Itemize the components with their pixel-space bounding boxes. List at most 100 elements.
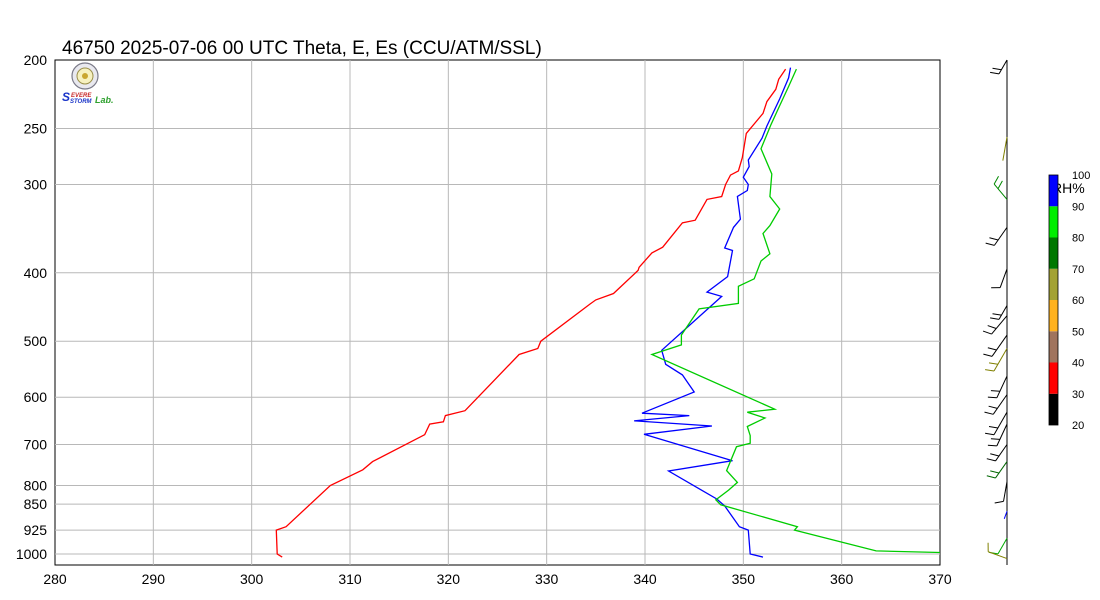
wind-barb [991, 315, 1008, 335]
wind-barb [988, 551, 1008, 560]
colorbar-tick-label: 20 [1072, 420, 1084, 432]
series-line-1 [634, 67, 792, 558]
wind-barb [997, 538, 1008, 555]
y-tick-label: 925 [24, 522, 48, 538]
wind-barb-feather [987, 444, 997, 447]
x-tick-label: 300 [240, 571, 264, 587]
colorbar-segment [1049, 206, 1058, 238]
wind-barb [995, 444, 1008, 462]
x-tick-label: 340 [633, 571, 657, 587]
wind-barb-column [982, 59, 1008, 565]
wind-barb-feather [990, 71, 1000, 75]
x-tick-label: 320 [437, 571, 461, 587]
colorbar-tick-label: 70 [1072, 264, 1084, 276]
wind-barb [995, 461, 1008, 479]
logo-wordmark-storm: STORM [70, 99, 93, 105]
wind-barb-feather [988, 405, 998, 409]
wind-barb-feather [990, 438, 1000, 440]
y-tick-label: 300 [24, 176, 48, 192]
colorbar-label: RH% [1052, 180, 1085, 196]
plot-frame [54, 59, 941, 566]
colorbar-tick-label: 30 [1072, 389, 1084, 401]
grid-lines [55, 60, 940, 565]
y-tick-label: 800 [24, 478, 48, 494]
wind-barb-feather [990, 470, 1000, 474]
wind-barb-feather [992, 67, 1002, 71]
wind-barb [992, 394, 1008, 415]
colorbar-tick-label: 40 [1072, 358, 1084, 370]
wind-barb [1003, 481, 1008, 502]
y-tick-label: 250 [24, 120, 48, 136]
colorbar-segment [1049, 362, 1058, 394]
wind-barb [999, 268, 1008, 288]
logo-wordmark-severe: S [62, 90, 70, 104]
wind-barb [998, 305, 1008, 320]
lab-logo: S EVERE STORM Lab. [62, 62, 114, 105]
x-tick-label: 350 [732, 571, 756, 587]
wind-barb-feather [984, 411, 994, 415]
wind-barb [1002, 136, 1008, 161]
y-tick-label: 200 [24, 52, 48, 68]
wind-barb-feather [993, 176, 999, 185]
y-tick-label: 600 [24, 389, 48, 405]
wind-barb-feather [987, 396, 997, 399]
y-tick-label: 500 [24, 333, 48, 349]
colorbar-tick-label: 80 [1072, 233, 1084, 245]
logo-wordmark-lab: Lab. [95, 95, 114, 105]
wind-barb [996, 423, 1008, 447]
wind-barb [998, 59, 1008, 75]
wind-barb [991, 334, 1008, 357]
colorbar-frame [1048, 174, 1059, 426]
profile-lines [275, 67, 941, 558]
colorbar-tick-label: 90 [1072, 201, 1084, 213]
wind-barb-feather [988, 362, 998, 365]
wind-barb-feather [992, 313, 1002, 316]
colorbar-tick-label: 50 [1072, 326, 1084, 338]
wind-barb [993, 348, 1008, 372]
y-axis-ticks: 200 250 300 400 500 600 700 800 850 925 1000 [16, 52, 47, 562]
wind-barb-feather [988, 426, 998, 429]
y-tick-label: 1000 [16, 546, 47, 562]
wind-barb-feather [983, 353, 993, 357]
wind-barb-feather [987, 347, 997, 351]
chart-title: 46750 2025-07-06 00 UTC Theta, E, Es (CC… [62, 38, 542, 59]
colorbar-segment [1049, 268, 1058, 300]
wind-barb [1003, 511, 1008, 519]
wind-barb [993, 227, 1008, 246]
wind-barb-feather [997, 180, 1003, 189]
x-tick-label: 370 [928, 571, 952, 587]
logo-wordmark-small: EVERE [71, 93, 92, 99]
series-line-0 [275, 68, 787, 558]
colorbar-segment [1049, 393, 1058, 425]
x-tick-label: 360 [830, 571, 854, 587]
y-tick-label: 850 [24, 496, 48, 512]
wind-barb-feather [986, 458, 996, 462]
wind-barb-feather [987, 325, 997, 329]
colorbar-segment [1049, 175, 1058, 207]
wind-barb-feather [985, 432, 995, 436]
wind-barb-feather [990, 453, 1000, 457]
wind-barb-feather [994, 500, 1004, 504]
wind-barb-feather [986, 475, 996, 479]
colorbar-tick-label: 60 [1072, 295, 1084, 307]
x-tick-label: 310 [338, 571, 362, 587]
wind-barb [993, 183, 1008, 200]
x-axis-ticks: 280 290 300 310 320 330 340 350 360 370 [43, 571, 952, 587]
logo-seal-center-icon [82, 73, 88, 79]
wind-barb-feather [982, 330, 992, 335]
colorbar-segment [1049, 331, 1058, 363]
colorbar-segment [1049, 237, 1058, 269]
y-tick-label: 400 [24, 265, 48, 281]
colorbar-segment [1049, 300, 1058, 332]
wind-barb [996, 375, 1008, 398]
wind-barb [993, 411, 1008, 435]
y-tick-label: 700 [24, 437, 48, 453]
colorbar-tick-label: 100 [1072, 170, 1090, 182]
series-line-2 [650, 68, 941, 554]
wind-barb-feather [989, 237, 999, 241]
rh-colorbar: RH% 100 90 80 70 60 50 40 30 20 [1048, 170, 1090, 432]
wind-barb-feather [990, 390, 1000, 392]
x-tick-label: 280 [43, 571, 67, 587]
wind-barb-feather [985, 242, 995, 246]
